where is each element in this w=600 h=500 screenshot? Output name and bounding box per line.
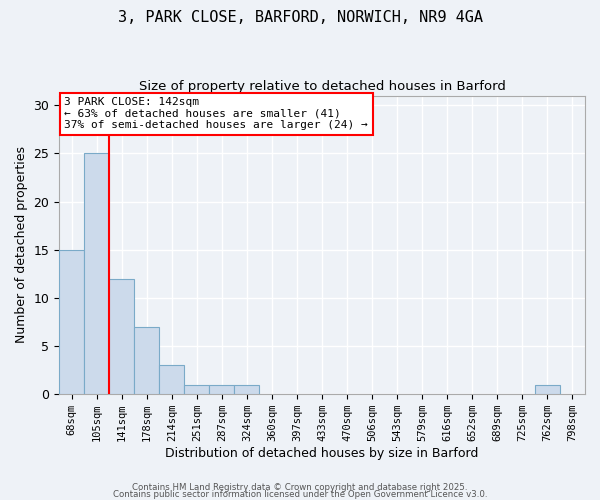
Bar [235,384,259,394]
Bar [109,278,134,394]
Text: Contains public sector information licensed under the Open Government Licence v3: Contains public sector information licen… [113,490,487,499]
Title: Size of property relative to detached houses in Barford: Size of property relative to detached ho… [139,80,506,93]
Bar [84,154,109,394]
X-axis label: Distribution of detached houses by size in Barford: Distribution of detached houses by size … [166,447,479,460]
Bar [184,384,209,394]
Bar [59,250,84,394]
Bar [535,384,560,394]
Bar [209,384,235,394]
Y-axis label: Number of detached properties: Number of detached properties [15,146,28,344]
Bar [134,327,160,394]
Text: 3 PARK CLOSE: 142sqm
← 63% of detached houses are smaller (41)
37% of semi-detac: 3 PARK CLOSE: 142sqm ← 63% of detached h… [64,97,368,130]
Bar [160,366,184,394]
Text: Contains HM Land Registry data © Crown copyright and database right 2025.: Contains HM Land Registry data © Crown c… [132,484,468,492]
Text: 3, PARK CLOSE, BARFORD, NORWICH, NR9 4GA: 3, PARK CLOSE, BARFORD, NORWICH, NR9 4GA [118,10,482,25]
